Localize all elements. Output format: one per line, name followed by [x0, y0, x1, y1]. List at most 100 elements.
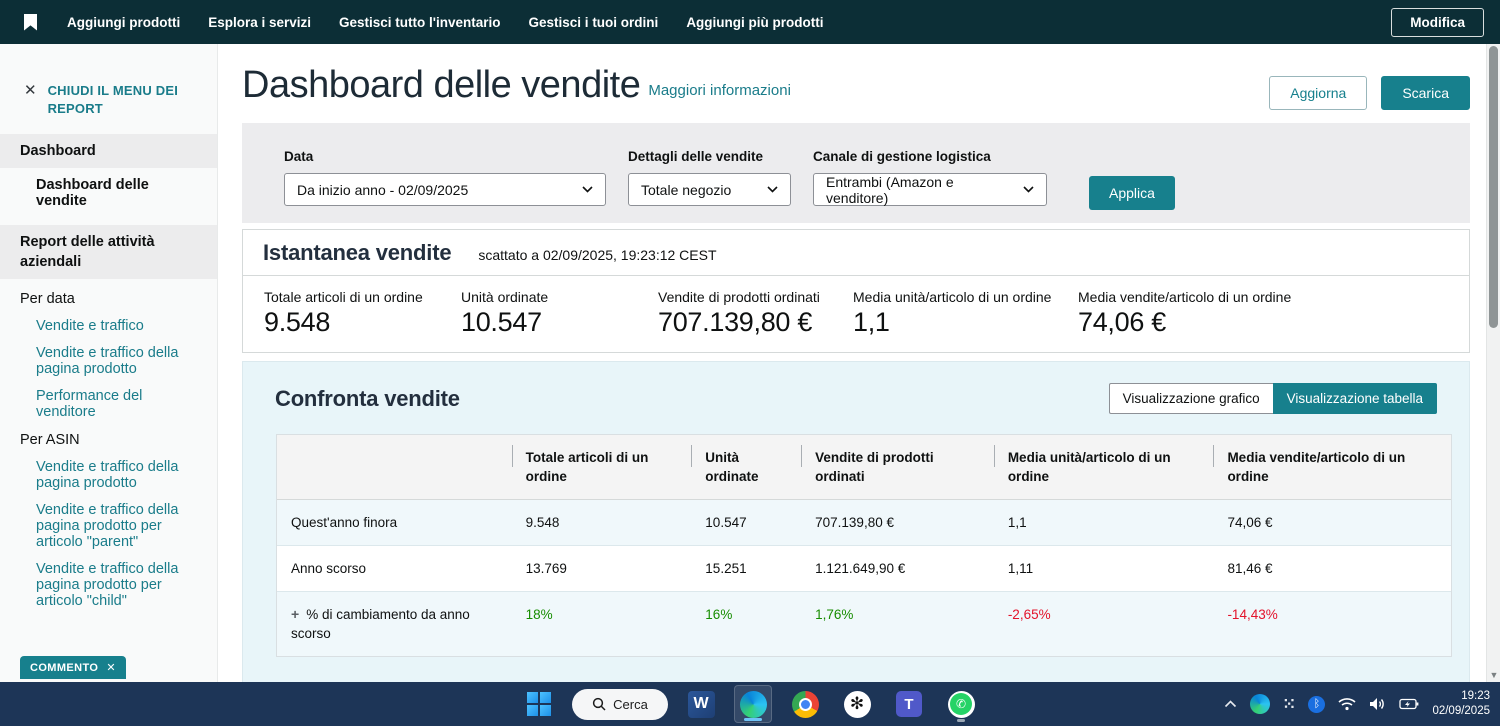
wifi-icon[interactable]: [1338, 697, 1356, 711]
refresh-button[interactable]: Aggiorna: [1269, 76, 1368, 110]
whatsapp-open-indicator: [957, 719, 965, 722]
download-button[interactable]: Scarica: [1381, 76, 1470, 110]
nav-manage-orders[interactable]: Gestisci i tuoi ordini: [528, 14, 659, 30]
table-header-row: Totale articoli di un ordine Unità ordin…: [277, 435, 1451, 500]
table-view-button[interactable]: Visualizzazione tabella: [1272, 383, 1437, 414]
apply-button[interactable]: Applica: [1089, 176, 1175, 210]
page-header: Dashboard delle vendite Maggiori informa…: [242, 62, 1470, 110]
metric-label: Unità ordinate: [461, 289, 549, 305]
cell-value: 1,76%: [815, 607, 854, 622]
whatsapp-app-icon[interactable]: ✆: [942, 685, 980, 723]
date-select[interactable]: Da inizio anno - 02/09/2025: [284, 173, 606, 206]
compare-title: Confronta vendite: [275, 385, 460, 411]
chrome-app-icon[interactable]: [786, 685, 824, 723]
feedback-tab-label: COMMENTO: [30, 661, 99, 674]
chevron-down-icon: [1023, 186, 1034, 193]
tray-chevron-up-icon[interactable]: [1224, 700, 1237, 708]
sales-detail-value: Totale negozio: [641, 181, 732, 198]
header-ordered-product-sales: Vendite di prodotti ordinati: [801, 435, 994, 499]
date-filter-group: Data Da inizio anno - 02/09/2025: [284, 149, 606, 206]
metric-value: 10.547: [461, 307, 542, 337]
tray-edge-icon[interactable]: [1249, 694, 1270, 714]
sidebar-header-by-date: Per data: [20, 291, 75, 307]
taskbar-clock[interactable]: 19:23 02/09/2025: [1432, 689, 1490, 719]
filter-panel: Data Da inizio anno - 02/09/2025 Dettagl…: [242, 123, 1470, 223]
taskbar-search[interactable]: Cerca: [572, 688, 668, 720]
row-label: Quest'anno finora: [291, 515, 398, 530]
cell-value: 1.121.649,90 €: [815, 561, 906, 576]
sales-detail-select[interactable]: Totale negozio: [628, 173, 791, 206]
row-label: Anno scorso: [291, 561, 367, 576]
cell-value: 15.251: [705, 561, 747, 576]
metric-ordered-product-sales: Vendite di prodotti ordinati 707.139,80 …: [658, 289, 853, 338]
search-icon: [593, 697, 606, 711]
metric-value: 707.139,80 €: [658, 307, 813, 337]
sidebar-item-detail-page-sales-traffic[interactable]: Vendite e traffico della pagina prodotto: [36, 345, 179, 377]
nav-add-products[interactable]: Aggiungi prodotti: [67, 14, 181, 30]
table-row-last-year: Anno scorso 13.769 15.251 1.121.649,90 €…: [277, 546, 1451, 592]
teams-icon: T: [896, 691, 922, 717]
cell-value: 10.547: [705, 515, 747, 530]
more-info-link[interactable]: Maggiori informazioni: [648, 82, 791, 99]
cell-value: 13.769: [525, 561, 567, 576]
header-buttons: Aggiorna Scarica: [1269, 62, 1470, 110]
cell-value: 18%: [525, 607, 553, 622]
sidebar-section-dashboard[interactable]: Dashboard: [0, 134, 217, 168]
windows-taskbar: Cerca W ✻ T ✆ ⁙ ᛒ: [0, 682, 1500, 726]
search-label: Cerca: [613, 696, 648, 712]
chatgpt-app-icon[interactable]: ✻: [838, 685, 876, 723]
feedback-tab[interactable]: COMMENTO ✕: [20, 656, 127, 679]
sidebar-item-seller-performance[interactable]: Performance del venditore: [36, 388, 143, 420]
nav-manage-inventory[interactable]: Gestisci tutto l'inventario: [339, 14, 501, 30]
snapshot-header: Istantanea vendite scattato a 02/09/2025…: [243, 230, 1469, 276]
row-label-text: % di cambiamento da anno scorso: [291, 607, 470, 641]
sidebar-item-sales-dashboard[interactable]: Dashboard delle vendite: [36, 177, 149, 209]
chevron-down-icon: [767, 186, 778, 193]
word-icon: W: [687, 690, 715, 718]
bluetooth-icon[interactable]: ᛒ: [1308, 695, 1326, 713]
expand-icon[interactable]: +: [291, 606, 300, 622]
battery-icon[interactable]: [1399, 698, 1419, 710]
metric-label: Vendite di prodotti ordinati: [658, 289, 820, 305]
reports-sidebar: ✕ CHIUDI IL MENU DEI REPORT Dashboard Da…: [0, 44, 218, 682]
feedback-close-icon[interactable]: ✕: [106, 662, 117, 674]
scrollbar-down-arrow[interactable]: ▼: [1489, 670, 1499, 680]
channel-select[interactable]: Entrambi (Amazon e venditore): [813, 173, 1047, 206]
nav-add-more-products[interactable]: Aggiungi più prodotti: [686, 14, 824, 30]
graph-view-button[interactable]: Visualizzazione grafico: [1108, 383, 1273, 414]
sidebar-section-business-reports[interactable]: Report delle attività aziendali: [0, 225, 217, 279]
system-tray: ⁙ ᛒ 19:23 02/09/2025: [1224, 682, 1490, 726]
tray-slack-icon[interactable]: ⁙: [1282, 696, 1296, 713]
sidebar-item-asin-parent[interactable]: Vendite e traffico della pagina prodotto…: [36, 502, 179, 550]
metric-label: Totale articoli di un ordine: [264, 289, 423, 305]
bookmark-icon[interactable]: [24, 13, 37, 31]
scrollbar-thumb[interactable]: [1489, 46, 1498, 328]
volume-icon[interactable]: [1369, 697, 1386, 711]
cell-value: 707.139,80 €: [815, 515, 894, 530]
sales-detail-filter-group: Dettagli delle vendite Totale negozio: [628, 149, 791, 206]
sales-detail-label: Dettagli delle vendite: [628, 149, 764, 164]
close-report-menu[interactable]: ✕ CHIUDI IL MENU DEI REPORT: [0, 44, 217, 118]
word-app-icon[interactable]: W: [682, 685, 720, 723]
start-button[interactable]: [520, 685, 558, 723]
cell-value: 16%: [705, 607, 733, 622]
windows-logo-icon: [527, 692, 551, 716]
cell-value: 1,11: [1007, 561, 1034, 576]
edge-app-icon[interactable]: [734, 685, 772, 723]
edit-button[interactable]: Modifica: [1391, 7, 1484, 37]
metric-value: 9.548: [264, 307, 331, 337]
sidebar-item-asin-sales-traffic[interactable]: Vendite e traffico della pagina prodotto: [36, 459, 179, 491]
sidebar-item-sales-traffic[interactable]: Vendite e traffico: [36, 318, 144, 334]
cell-value: -2,65%: [1007, 607, 1051, 622]
sidebar-item-asin-child[interactable]: Vendite e traffico della pagina prodotto…: [36, 561, 179, 609]
date-select-value: Da inizio anno - 02/09/2025: [297, 181, 469, 198]
clock-time: 19:23: [1461, 690, 1490, 702]
cell-value: 1,1: [1007, 515, 1027, 530]
channel-label: Canale di gestione logistica: [813, 149, 991, 164]
metric-avg-sales-per-item: Media vendite/articolo di un ordine 74,0…: [1078, 289, 1291, 338]
nav-explore-services[interactable]: Esplora i servizi: [208, 14, 312, 30]
teams-app-icon[interactable]: T: [890, 685, 928, 723]
vertical-scrollbar[interactable]: ▼: [1486, 44, 1500, 682]
row-label: +% di cambiamento da anno scorso: [277, 592, 512, 656]
